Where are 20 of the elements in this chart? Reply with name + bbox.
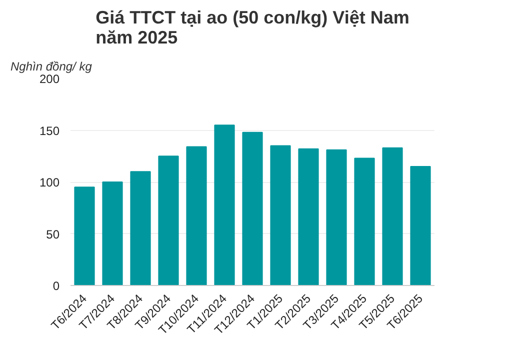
bar xyxy=(158,156,179,286)
bar xyxy=(354,158,375,286)
chart-title: Giá TTCT tại ao (50 con/kg) Việt Nam năm 2025 xyxy=(96,8,410,48)
bar xyxy=(74,186,95,286)
y-tick-label: 0 xyxy=(52,279,60,293)
y-tick-label: 50 xyxy=(46,227,60,242)
bar xyxy=(270,145,291,286)
bar xyxy=(130,171,151,286)
bar xyxy=(410,166,431,286)
bar xyxy=(382,147,403,286)
y-axis-title: Nghìn đồng/ kg xyxy=(10,60,92,74)
bar xyxy=(214,124,235,286)
bar xyxy=(298,148,319,286)
bar xyxy=(242,132,263,286)
bar xyxy=(102,182,123,286)
bar xyxy=(326,149,347,286)
y-tick-label: 200 xyxy=(39,72,60,86)
y-tick-label: 150 xyxy=(39,124,60,138)
bar xyxy=(186,146,207,286)
y-tick-label: 100 xyxy=(39,176,60,190)
